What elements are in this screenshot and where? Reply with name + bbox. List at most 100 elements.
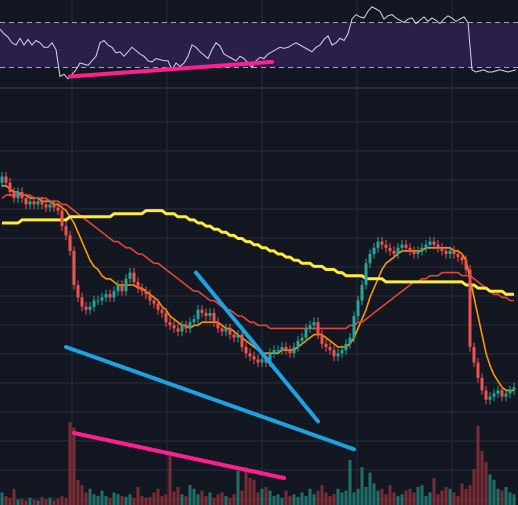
volume-bar — [352, 492, 356, 505]
volume-bar — [320, 485, 324, 505]
candle — [184, 320, 188, 334]
candle-body — [376, 241, 380, 248]
candle-body — [116, 285, 120, 292]
candle — [200, 305, 204, 318]
candle — [24, 193, 28, 210]
candle — [452, 246, 456, 259]
candle — [8, 178, 12, 197]
candle-body — [40, 201, 44, 205]
volume-bar — [24, 500, 28, 505]
volume-bar — [12, 488, 16, 505]
candle — [104, 289, 108, 303]
volume-bar — [148, 496, 152, 505]
volume-bar — [484, 461, 488, 505]
candle-body — [280, 347, 284, 351]
candle-body — [212, 312, 216, 323]
volume-bar — [424, 496, 428, 505]
volume-bar — [140, 496, 144, 505]
trendline-blue-1[interactable] — [64, 345, 356, 452]
candle — [12, 187, 16, 203]
volume-bar — [160, 496, 164, 505]
candle-body — [76, 285, 80, 298]
candle — [236, 329, 240, 343]
trendline-pink-3[interactable] — [72, 431, 286, 480]
volume-bar — [240, 490, 244, 505]
volume-bar — [328, 496, 332, 505]
volume-bar — [216, 494, 220, 505]
candle-body — [256, 359, 260, 363]
candle — [440, 243, 444, 256]
candle-body — [200, 309, 204, 313]
volume-bar — [256, 492, 260, 505]
candle-body — [424, 244, 428, 248]
candle — [496, 385, 500, 399]
candle — [160, 305, 164, 318]
volume-bar — [332, 494, 336, 505]
volume-bar — [456, 496, 460, 505]
candle-body — [4, 176, 8, 183]
candle — [16, 187, 20, 203]
volume-bar — [428, 492, 432, 505]
candle-body — [224, 328, 228, 332]
candle — [72, 246, 76, 290]
volume-bar — [476, 425, 480, 505]
candle-body — [436, 244, 440, 248]
volume-bar — [440, 490, 444, 505]
candle-body — [356, 300, 360, 316]
candle — [332, 345, 336, 361]
candle-body — [112, 291, 116, 298]
volume-panel — [0, 422, 516, 505]
ma_slow-line — [2, 209, 514, 296]
volume-bar — [480, 451, 484, 505]
volume-bar — [72, 427, 76, 505]
candle-body — [320, 334, 324, 344]
candle-body — [456, 254, 460, 258]
volume-bar — [380, 488, 384, 505]
candle-body — [172, 325, 176, 329]
candle-body — [132, 272, 136, 282]
trendline-pink-0[interactable] — [68, 59, 274, 79]
candle — [508, 385, 512, 399]
trendline-blue-2[interactable] — [194, 270, 320, 424]
volume-bar — [4, 496, 8, 505]
candle-body — [300, 337, 304, 341]
candle — [68, 230, 72, 256]
volume-bar — [184, 496, 188, 505]
volume-bar — [316, 490, 320, 505]
candle-body — [284, 347, 288, 351]
volume-bar — [412, 492, 416, 505]
candle — [64, 221, 68, 241]
volume-bar — [168, 451, 172, 505]
candle — [492, 388, 496, 402]
candle-body — [316, 322, 320, 335]
volume-bar — [296, 496, 300, 505]
candle — [336, 348, 340, 361]
trendline-drawings[interactable] — [64, 59, 356, 480]
volume-bar — [164, 494, 168, 505]
candle — [216, 317, 220, 334]
candle — [88, 302, 92, 315]
volume-bar — [20, 498, 24, 505]
candle-body — [504, 393, 508, 397]
candle-body — [448, 250, 452, 254]
candle — [152, 295, 156, 309]
candle-body — [352, 316, 356, 338]
candle-body — [176, 328, 180, 332]
candle-body — [84, 306, 88, 310]
volume-bar — [128, 494, 132, 505]
volume-bar — [232, 494, 236, 505]
candle — [444, 246, 448, 259]
candle — [512, 382, 516, 396]
volume-bar — [132, 497, 136, 505]
candle-body — [100, 297, 104, 301]
candle-body — [328, 347, 332, 351]
candle — [396, 243, 400, 259]
volume-bar — [28, 497, 32, 505]
volume-bar — [488, 474, 492, 505]
candle — [192, 314, 196, 327]
candle-body — [368, 254, 372, 264]
candle-body — [156, 303, 160, 310]
candle-body — [496, 390, 500, 394]
